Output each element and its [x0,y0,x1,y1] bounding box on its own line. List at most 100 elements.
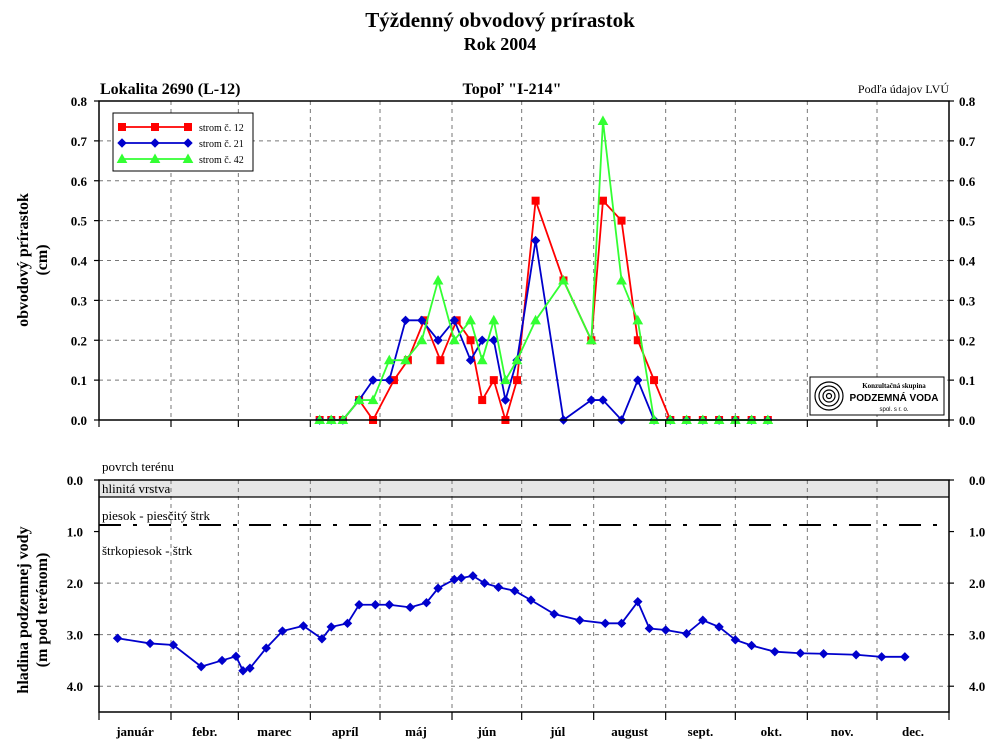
month-label: jún [476,724,497,739]
data-point-s42 [465,314,476,325]
bottom-ylabel: hladina podzemnej vody [15,526,32,693]
data-point-s42 [511,354,523,365]
top-ytick-label: 0.3 [71,293,88,308]
top-ytick-label-right: 0.1 [959,373,975,388]
tree-label: Topoľ "I-214" [463,81,562,98]
groundwater-point [714,622,724,632]
data-point-s42 [585,334,597,345]
layer-sand-label: piesok - piesčitý štrk [102,508,210,523]
groundwater-point [433,583,443,593]
legend-label: strom č. 21 [199,139,244,150]
groundwater-point [681,628,692,639]
bottom-ytick-label: 0.0 [67,473,83,488]
groundwater-point [795,648,806,658]
groundwater-point [770,646,780,657]
groundwater-point [468,571,478,581]
groundwater-point [526,595,536,605]
legend-marker [151,123,159,131]
data-point-s21 [530,235,541,246]
data-point-s42 [530,314,541,325]
data-point-s42 [448,334,460,345]
data-point-s21 [465,355,476,365]
top-ytick-label-right: 0.8 [959,94,976,109]
clay-layer [99,480,949,497]
bottom-ytick-label-right: 4.0 [969,679,985,694]
data-point-s12 [513,376,522,385]
data-point-s12 [436,356,445,365]
top-ytick-label: 0.2 [71,333,87,348]
groundwater-point [633,596,643,607]
groundwater-point [112,633,123,643]
data-point-s42 [632,314,644,325]
groundwater-point [421,597,432,608]
groundwater-point [456,573,467,583]
data-point-s12 [531,196,540,205]
groundwater-point [238,666,248,676]
legend-label: strom č. 12 [199,123,244,134]
legend: strom č. 12 strom č. 21 strom č. 42 [112,112,254,172]
groundwater-point [600,618,610,629]
bottom-ytick-label: 3.0 [67,628,83,643]
legend-marker [116,153,128,163]
series-line-s42 [319,120,768,421]
data-point-s12 [650,376,659,385]
groundwater-point [231,651,241,662]
legend-marker [149,153,161,163]
series-line-s12 [319,198,768,424]
month-label: dec. [902,724,924,739]
groundwater-point [746,640,757,651]
month-label: máj [405,724,427,739]
layer-surface-label: povrch terénu [102,459,174,474]
legend-marker [183,138,193,148]
legend-label: strom č. 42 [199,155,244,166]
data-point-s42 [616,274,627,285]
legend-marker [182,153,194,163]
month-label: august [611,724,649,739]
data-point-s12 [598,196,607,205]
month-label: sept. [688,724,714,739]
data-point-s42 [400,354,411,365]
company-logo: Konzultačná skupina PODZEMNÁ VODA spol. … [809,376,945,416]
groundwater-point [698,615,708,625]
groundwater-point [245,663,255,673]
top-xticks [98,420,950,427]
data-point-s42 [488,314,500,325]
top-ytick-label-right: 0.6 [959,174,976,189]
top-yticks: 0.0 0.0 0.1 0.1 0.2 0.2 0.3 0.3 0.4 0.4 0.5 0.5 0.6 0… [71,94,976,428]
month-label: marec [257,724,292,739]
groundwater-point [384,600,395,610]
groundwater-point [277,626,288,636]
data-point-s21 [477,335,487,345]
logo-line2: PODZEMNÁ VODA [850,391,939,404]
data-point-s42 [416,334,428,345]
groundwater-point [168,640,179,650]
bottom-ytick-label: 2.0 [67,576,83,591]
data-point-s42 [558,274,569,285]
groundwater-point [493,582,504,592]
top-ytick-label: 0.1 [71,373,87,388]
bottom-yticks: 0.0 0.0 1.0 1.0 2.0 2.0 3.0 3.0 4.0 4.0 [67,473,986,694]
groundwater-point [405,602,415,613]
groundwater-point [145,638,155,649]
data-point-s42 [597,115,609,125]
bottom-plot-frame [98,479,950,713]
top-ytick-label: 0.4 [71,254,88,269]
data-point-s21 [368,375,378,385]
top-ytick-label-right: 0.4 [959,254,976,269]
groundwater-point [342,618,353,629]
chart-title: Týždenný obvodový prírastok [365,8,635,32]
top-ytick-label: 0.5 [71,214,88,229]
groundwater-point [549,609,559,619]
groundwater-point [730,635,741,645]
bottom-grid [99,480,949,712]
data-point-s42 [500,374,511,385]
groundwater-point [616,618,627,629]
data-point-s12 [478,396,487,405]
month-label: apríl [332,724,359,739]
groundwater-point [575,615,585,625]
data-point-s12 [617,216,626,225]
top-ytick-label: 0.7 [71,134,88,149]
bottom-ytick-label: 1.0 [67,525,83,540]
bottom-ytick-label-right: 0.0 [969,473,985,488]
